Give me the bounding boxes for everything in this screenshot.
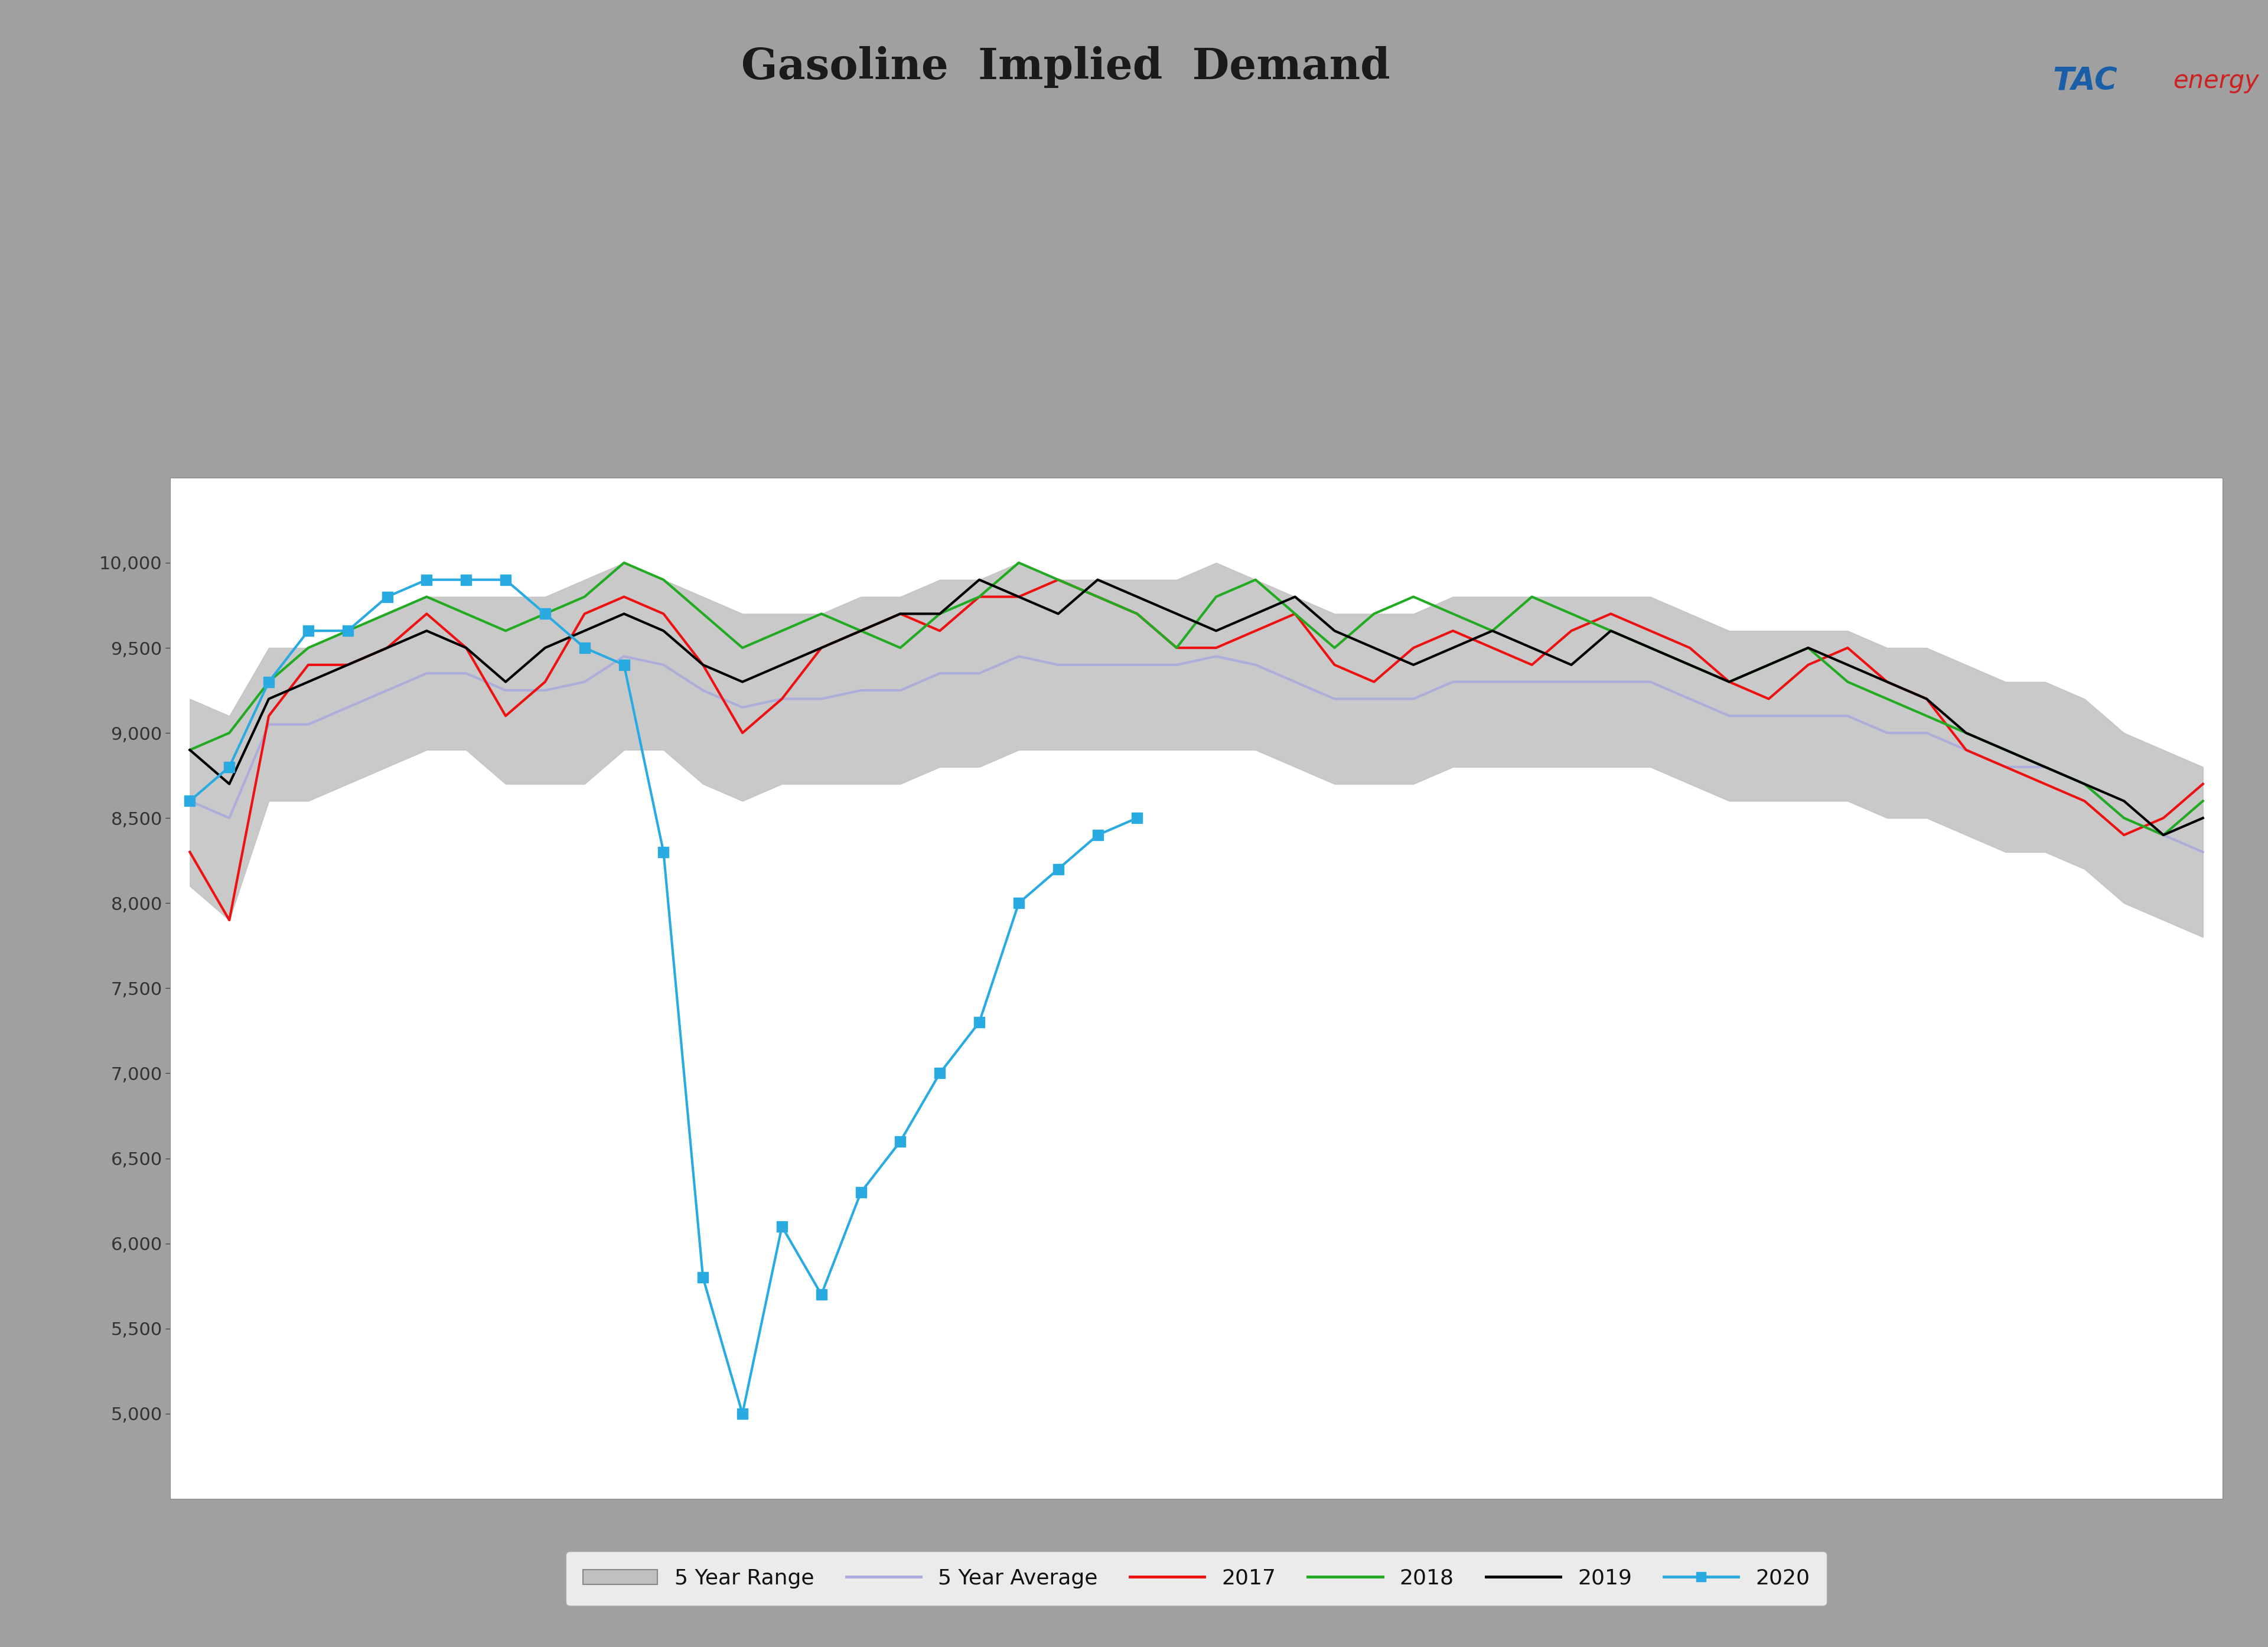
Text: Gasoline  Implied  Demand: Gasoline Implied Demand: [742, 46, 1390, 89]
Text: TAC: TAC: [2053, 66, 2118, 97]
Legend: 5 Year Range, 5 Year Average, 2017, 2018, 2019, 2020: 5 Year Range, 5 Year Average, 2017, 2018…: [565, 1551, 1828, 1606]
Text: energy: energy: [2173, 69, 2259, 94]
